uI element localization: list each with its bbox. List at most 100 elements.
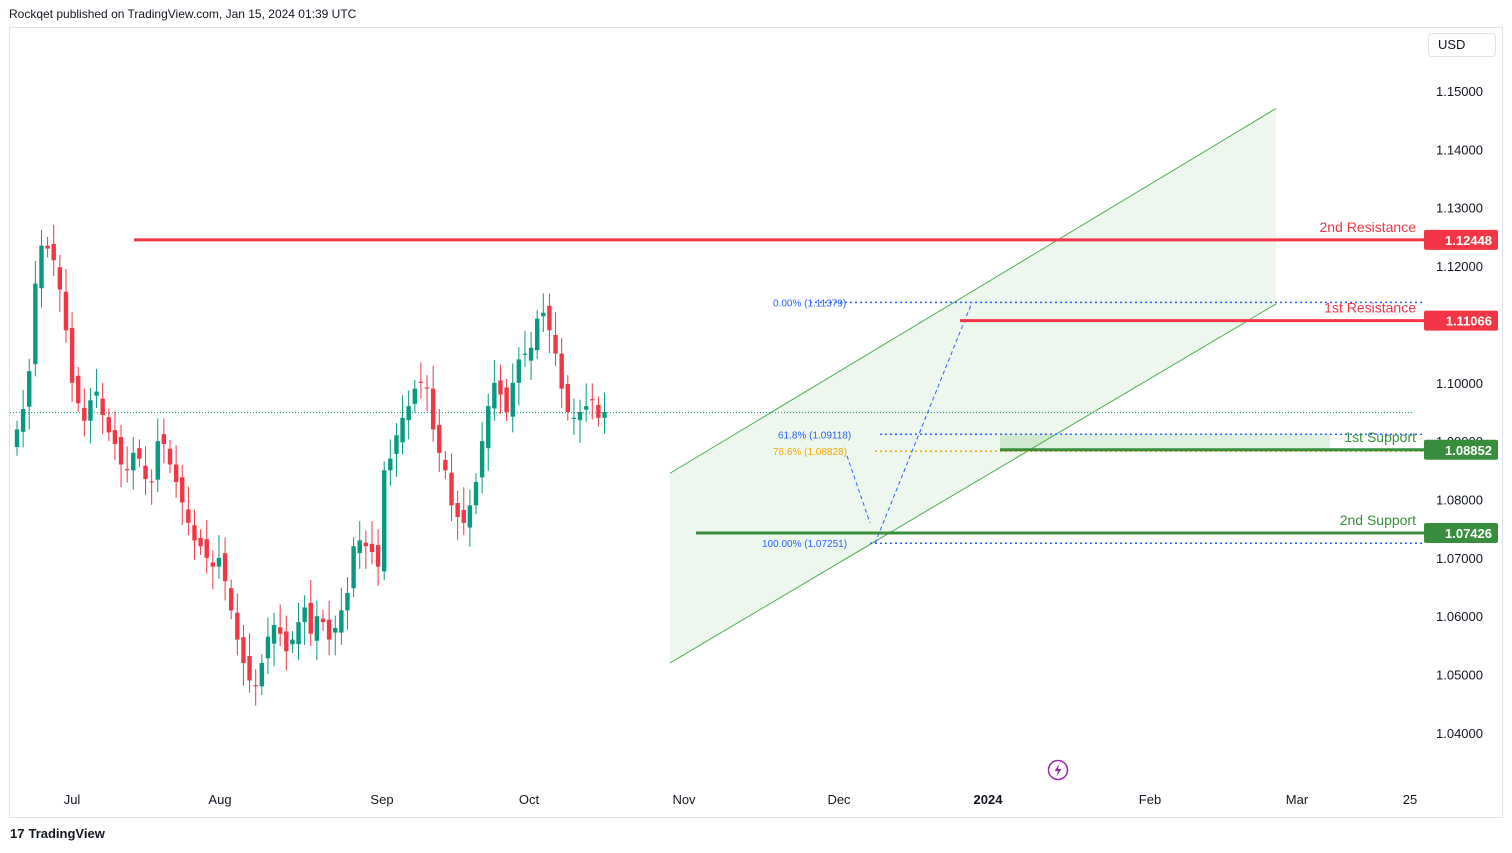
price-tick-label: 1.05000: [1436, 668, 1483, 683]
price-plot[interactable]: 0.00% (1.11379) 61.8% (1.09118) 78.6% (1.0…: [10, 28, 1424, 783]
badge-bg: [1424, 310, 1498, 331]
resistance1-badge: 1.11066: [1424, 310, 1498, 331]
bull-candle: [302, 595, 307, 645]
candle-body: [424, 387, 430, 389]
tradingview-logo: 17 TradingView: [10, 826, 105, 841]
bull-candle: [333, 615, 338, 656]
candle-body: [124, 469, 130, 471]
price-axis-ticks: 1.150001.140001.130001.120001.100001.090…: [1436, 84, 1483, 741]
bull-candle: [473, 473, 479, 515]
bear-candle: [326, 600, 332, 656]
support-zone: [1000, 434, 1330, 450]
bull-candle: [131, 437, 136, 490]
bull-candle: [394, 423, 399, 477]
candle-body: [45, 245, 50, 249]
candle-body: [94, 391, 99, 396]
candle-body: [375, 545, 381, 567]
candle-body: [510, 382, 515, 417]
fib-label: 100.00% (1.07251): [762, 539, 847, 550]
candle-body: [253, 685, 258, 687]
candle-body: [535, 318, 540, 351]
candle-body: [314, 616, 320, 641]
bear-candle: [308, 580, 313, 647]
bear-candle: [45, 236, 50, 258]
badge-bg: [1424, 523, 1498, 544]
candle-body: [69, 327, 75, 383]
candle-body: [351, 546, 356, 589]
bull-candle: [14, 420, 20, 456]
bull-candle: [583, 383, 589, 422]
bear-candle: [112, 410, 118, 460]
bear-candle: [247, 633, 252, 693]
bear-candle: [424, 375, 430, 412]
price-tick-label: 1.04000: [1436, 726, 1483, 741]
candle-body: [173, 464, 179, 483]
time-tick-label: Jul: [64, 792, 81, 807]
bull-candle: [345, 577, 350, 630]
candle-body: [388, 458, 393, 471]
candle-body: [571, 417, 577, 419]
fib-label: 0.00% (1.11379): [773, 298, 846, 309]
badge-value: 1.07426: [1445, 526, 1492, 541]
bear-candle: [118, 424, 124, 488]
candle-body: [112, 430, 118, 445]
candle-body: [131, 452, 136, 471]
bull-candle: [406, 390, 411, 440]
candle-body: [106, 417, 111, 433]
support1-badge: 1.08852: [1424, 439, 1498, 460]
bear-candle: [57, 254, 63, 313]
bull-candle: [528, 332, 534, 380]
candle-body: [216, 557, 222, 567]
candle-body: [430, 388, 436, 430]
fib-label: 61.8% (1.09118): [778, 430, 851, 441]
candle-body: [235, 612, 240, 640]
time-axis[interactable]: Jul Aug Sep Oct Nov Dec 2024 Feb Mar 25: [10, 783, 1424, 817]
bear-candle: [596, 396, 601, 427]
time-axis-ticks: Jul Aug Sep Oct Nov Dec 2024 Feb Mar 25: [64, 792, 1418, 807]
time-tick-label: Sep: [370, 792, 393, 807]
candle-body: [394, 435, 399, 454]
bear-candle: [82, 388, 87, 437]
bull-candle: [602, 392, 607, 434]
badge-value: 1.08852: [1445, 443, 1492, 458]
bear-candle: [375, 529, 381, 586]
candle-body: [449, 472, 454, 506]
bull-candle: [339, 587, 344, 645]
candle-body: [339, 610, 344, 633]
bear-candle: [229, 579, 234, 620]
candle-body: [259, 662, 264, 687]
price-axis[interactable]: 1.150001.140001.130001.120001.100001.090…: [1424, 28, 1502, 783]
support2-badge: 1.07426: [1424, 523, 1498, 544]
bull-candle: [314, 600, 320, 661]
currency-button[interactable]: USD: [1428, 33, 1496, 57]
candle-body: [167, 448, 173, 465]
bear-candle: [437, 409, 442, 473]
bear-candle: [149, 469, 154, 505]
candle-body: [320, 618, 326, 623]
candle-body: [400, 417, 405, 443]
bear-candle: [363, 530, 369, 569]
bull-candle: [155, 418, 160, 492]
candle-body: [479, 441, 485, 478]
candle-body: [412, 388, 417, 404]
bear-candle: [559, 337, 564, 408]
bear-candle: [553, 312, 558, 366]
candle-body: [149, 481, 154, 483]
candle-body: [461, 510, 466, 523]
badge-value: 1.11066: [1446, 314, 1492, 329]
publish-header: Rockqet published on TradingView.com, Ja…: [9, 7, 357, 21]
candle-body: [302, 607, 307, 623]
bull-candle: [535, 309, 540, 359]
candles: [14, 224, 607, 706]
lightning-icon[interactable]: [1047, 759, 1069, 781]
candle-body: [326, 619, 332, 640]
bull-candle: [577, 399, 583, 443]
time-tick-label: Nov: [672, 792, 696, 807]
candle-body: [88, 400, 93, 421]
candle-body: [369, 543, 375, 553]
candle-body: [455, 503, 460, 518]
bear-candle: [455, 490, 460, 540]
time-tick-label: 2024: [974, 792, 1004, 807]
bull-candle: [388, 439, 393, 487]
candle-body: [528, 347, 534, 361]
